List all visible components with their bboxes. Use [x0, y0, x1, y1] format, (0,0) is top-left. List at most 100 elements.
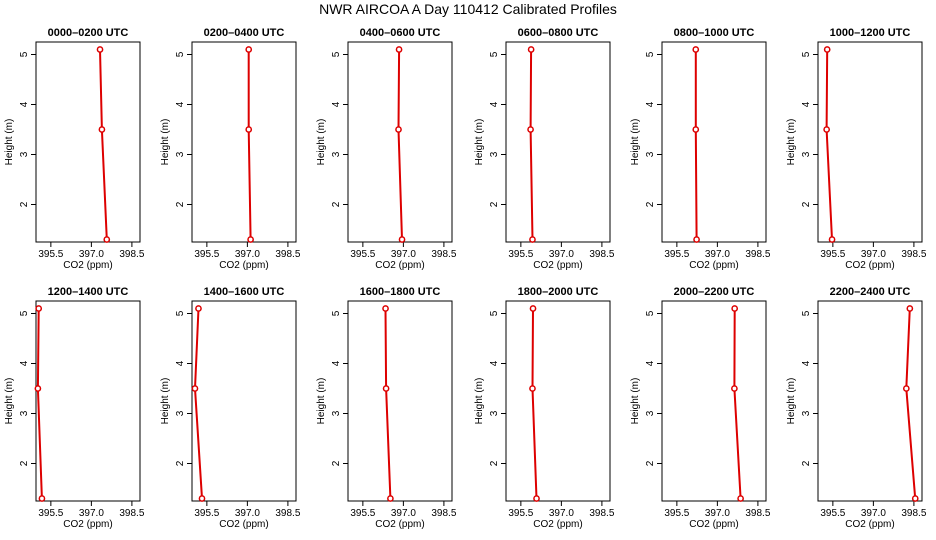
- data-point: [823, 126, 830, 133]
- x-axis-label: CO2 (ppm): [63, 519, 112, 530]
- panel-title: 0000–0200 UTC: [48, 27, 129, 39]
- profile-panel: 1800–2000 UTC 395.5 397.0 398.5 CO2 (ppm) 2 3 4…: [474, 286, 615, 530]
- data-point: [195, 305, 202, 312]
- y-tick-label: 2: [489, 460, 500, 466]
- x-tick-label: 397.0: [235, 249, 260, 260]
- x-tick-label: 397.0: [549, 249, 574, 260]
- y-axis: 2 3 4 5 Height (m): [160, 310, 192, 466]
- plot-frame: [661, 41, 767, 243]
- y-tick-label: 3: [19, 151, 30, 157]
- y-axis-label: Height (m): [630, 119, 641, 166]
- x-tick-label: 397.0: [391, 249, 416, 260]
- x-axis: 395.5 397.0 398.5 CO2 (ppm): [508, 242, 615, 271]
- data-point: [245, 126, 253, 133]
- x-tick-label: 397.0: [705, 249, 730, 260]
- y-tick-label: 4: [801, 360, 812, 366]
- x-tick-label: 398.5: [745, 249, 770, 260]
- x-axis-label: CO2 (ppm): [845, 519, 894, 530]
- x-tick-label: 395.5: [508, 508, 533, 519]
- x-tick-label: 397.0: [861, 508, 886, 519]
- x-axis: 395.5 397.0 398.5 CO2 (ppm): [820, 501, 927, 530]
- y-axis-label: Height (m): [786, 378, 797, 425]
- y-tick-label: 4: [331, 101, 342, 107]
- profile-panel: 1200–1400 UTC 395.5 397.0 398.5 CO2 (ppm) 2 3 4…: [4, 286, 145, 530]
- profile-panel: 0600–0800 UTC 395.5 397.0 398.5 CO2 (ppm) 2 3 4…: [474, 27, 615, 271]
- profile-panel: 2200–2400 UTC 395.5 397.0 398.5 CO2 (ppm) 2 3 4…: [786, 286, 927, 530]
- x-tick-label: 395.5: [350, 249, 375, 260]
- y-axis-label: Height (m): [160, 119, 171, 166]
- x-tick-label: 395.5: [350, 508, 375, 519]
- y-axis-label: Height (m): [316, 378, 327, 425]
- data-point: [198, 495, 206, 502]
- x-tick-label: 398.5: [119, 508, 144, 519]
- y-axis: 2 3 4 5 Height (m): [630, 51, 662, 207]
- x-tick-label: 395.5: [664, 249, 689, 260]
- panel-title: 0200–0400 UTC: [204, 27, 285, 39]
- x-tick-label: 395.5: [508, 249, 533, 260]
- y-axis: 2 3 4 5 Height (m): [786, 310, 818, 466]
- x-tick-label: 395.5: [38, 249, 63, 260]
- y-axis-label: Height (m): [4, 119, 15, 166]
- data-point: [38, 495, 46, 502]
- x-axis: 395.5 397.0 398.5 CO2 (ppm): [664, 501, 771, 530]
- panel-title: 0600–0800 UTC: [518, 27, 599, 39]
- x-tick-label: 398.5: [119, 249, 144, 260]
- data-point: [692, 46, 700, 53]
- x-tick-label: 395.5: [820, 249, 845, 260]
- x-tick-label: 395.5: [194, 249, 219, 260]
- profile-line: [36, 308, 43, 499]
- profile-line: [694, 49, 698, 240]
- data-point: [828, 236, 836, 243]
- x-tick-label: 398.5: [275, 508, 300, 519]
- y-tick-label: 5: [175, 310, 186, 316]
- x-tick-label: 398.5: [589, 508, 614, 519]
- plot-frame: [347, 300, 453, 502]
- y-tick-label: 4: [175, 360, 186, 366]
- data-point: [103, 236, 111, 243]
- x-axis-label: CO2 (ppm): [219, 519, 268, 530]
- y-tick-label: 4: [801, 101, 812, 107]
- data-point: [96, 46, 104, 53]
- profile-panel: 2000–2200 UTC 395.5 397.0 398.5 CO2 (ppm) 2 3 4…: [630, 286, 771, 530]
- y-tick-label: 3: [801, 410, 812, 416]
- x-axis: 395.5 397.0 398.5 CO2 (ppm): [194, 242, 301, 271]
- x-tick-label: 397.0: [79, 508, 104, 519]
- y-tick-label: 5: [801, 310, 812, 316]
- data-point: [533, 495, 540, 502]
- panel-title: 1600–1800 UTC: [360, 286, 441, 298]
- plot-frame: [347, 41, 453, 243]
- x-axis: 395.5 397.0 398.5 CO2 (ppm): [194, 501, 301, 530]
- y-tick-label: 2: [645, 460, 656, 466]
- data-point: [382, 305, 389, 312]
- x-axis-label: CO2 (ppm): [375, 260, 424, 271]
- x-tick-label: 398.5: [431, 508, 456, 519]
- x-axis-label: CO2 (ppm): [689, 260, 738, 271]
- y-tick-label: 2: [175, 460, 186, 466]
- plot-frame: [35, 41, 141, 243]
- y-tick-label: 3: [489, 410, 500, 416]
- x-tick-label: 398.5: [901, 508, 926, 519]
- profile-panel: 0800–1000 UTC 395.5 397.0 398.5 CO2 (ppm) 2 3 4…: [630, 27, 771, 271]
- y-tick-label: 2: [175, 201, 186, 207]
- data-point: [529, 236, 536, 243]
- y-tick-label: 2: [801, 201, 812, 207]
- x-axis: 395.5 397.0 398.5 CO2 (ppm): [350, 242, 457, 271]
- data-point: [191, 385, 199, 392]
- data-point: [692, 126, 700, 133]
- profile-line: [247, 49, 252, 240]
- profile-panel: 0000–0200 UTC 395.5 397.0 398.5 CO2 (ppm) 2 3 4…: [4, 27, 145, 271]
- y-axis-label: Height (m): [474, 378, 485, 425]
- data-point: [98, 126, 106, 133]
- profile-line: [397, 49, 403, 240]
- data-point: [34, 385, 42, 392]
- data-point: [382, 385, 390, 392]
- data-point: [527, 46, 535, 53]
- y-tick-label: 5: [645, 51, 656, 57]
- x-axis: 395.5 397.0 398.5 CO2 (ppm): [820, 242, 927, 271]
- y-tick-label: 3: [175, 151, 186, 157]
- data-point: [823, 46, 831, 53]
- y-tick-label: 4: [489, 101, 500, 107]
- x-axis-label: CO2 (ppm): [219, 260, 268, 271]
- x-tick-label: 395.5: [194, 508, 219, 519]
